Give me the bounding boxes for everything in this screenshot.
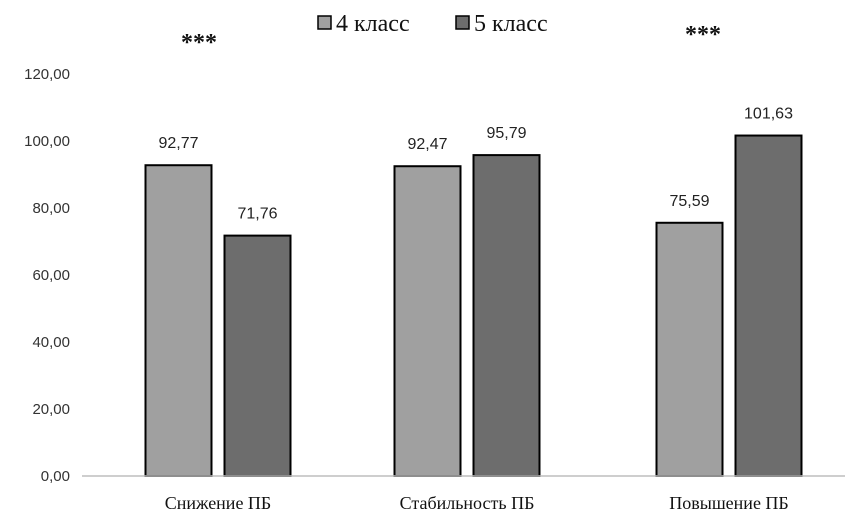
bar-5-klass	[223, 234, 292, 477]
bars	[144, 134, 803, 478]
legend: 4 класс 5 класс	[317, 11, 548, 37]
y-tick-label: 120,00	[24, 66, 70, 83]
data-label: 75,59	[669, 193, 709, 210]
bar-5-klass	[472, 154, 541, 478]
bar-4-klass	[393, 165, 462, 477]
bar-5-klass	[734, 134, 803, 478]
significance-annotations: *** ***	[181, 22, 721, 56]
y-tick-label: 0,00	[41, 468, 70, 485]
data-label: 95,79	[486, 125, 526, 142]
y-tick-label: 40,00	[32, 334, 70, 351]
y-tick-label: 20,00	[32, 401, 70, 418]
legend-swatch	[317, 15, 332, 30]
y-axis: 0,00 20,00 40,00 60,00 80,00 100,00 120,00	[24, 66, 70, 485]
legend-label: 4 класс	[336, 11, 410, 37]
legend-label: 5 класс	[474, 11, 548, 37]
y-tick-label: 80,00	[32, 200, 70, 217]
data-label: 92,47	[407, 136, 447, 153]
data-labels: 92,77 71,76 92,47 95,79 75,59 101,63	[158, 106, 793, 223]
y-tick-label: 100,00	[24, 133, 70, 150]
bar-4-klass	[144, 164, 213, 478]
x-category-label: Снижение ПБ	[165, 493, 272, 513]
y-tick-label: 60,00	[32, 267, 70, 284]
significance-marker: ***	[685, 22, 721, 48]
x-category-label: Повышение ПБ	[669, 493, 789, 513]
x-category-label: Стабильность ПБ	[400, 493, 535, 513]
data-label: 101,63	[744, 106, 793, 123]
data-label: 92,77	[158, 135, 198, 152]
data-label: 71,76	[237, 206, 277, 223]
legend-swatch	[455, 15, 470, 30]
bar-4-klass	[655, 221, 724, 477]
significance-marker: ***	[181, 30, 217, 56]
x-axis: Снижение ПБ Стабильность ПБ Повышение ПБ	[82, 475, 845, 513]
